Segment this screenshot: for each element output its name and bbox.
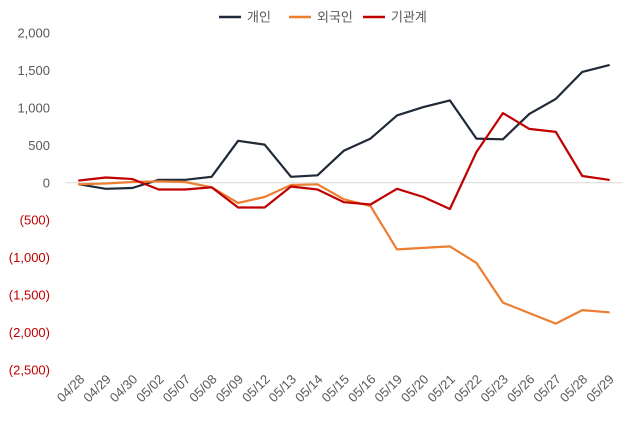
legend-label-3: 기관계 — [391, 11, 427, 26]
y-tick-label: 1,500 — [17, 63, 50, 78]
legend-label-1: 개인 — [247, 11, 271, 26]
x-tick-label: 05/21 — [424, 372, 458, 406]
x-tick-label: 05/26 — [504, 372, 538, 406]
series-line-2 — [78, 180, 610, 325]
y-tick-label: (2,500) — [9, 363, 50, 378]
y-tick-label: 0 — [43, 175, 50, 190]
y-tick-label: 1,000 — [17, 100, 50, 115]
x-tick-label: 05/13 — [266, 372, 300, 406]
legend: 개인 외국인 기관계 — [219, 11, 427, 26]
y-tick-label: (1,500) — [9, 288, 50, 303]
y-tick-label: (500) — [20, 213, 50, 228]
x-axis: 04/2804/2904/3005/0205/0705/0805/0905/12… — [54, 372, 617, 406]
x-tick-label: 04/29 — [80, 372, 114, 406]
series-group — [78, 64, 610, 325]
y-tick-label: (1,000) — [9, 250, 50, 265]
x-tick-label: 05/27 — [530, 372, 564, 406]
x-tick-label: 05/23 — [477, 372, 511, 406]
series-line-1 — [78, 64, 610, 190]
x-tick-label: 05/28 — [557, 372, 591, 406]
legend-label-2: 외국인 — [317, 11, 353, 26]
x-tick-label: 05/09 — [213, 372, 247, 406]
x-tick-label: 05/22 — [451, 372, 485, 406]
x-tick-label: 05/19 — [371, 372, 405, 406]
x-tick-label: 05/08 — [186, 372, 220, 406]
x-tick-label: 05/12 — [239, 372, 273, 406]
y-tick-label: 500 — [28, 138, 50, 153]
series-line-3 — [78, 111, 610, 211]
x-tick-label: 05/16 — [345, 372, 379, 406]
x-tick-label: 04/28 — [54, 372, 88, 406]
x-tick-label: 05/02 — [133, 372, 167, 406]
y-tick-label: 2,000 — [17, 26, 50, 41]
x-tick-label: 05/07 — [160, 372, 194, 406]
x-tick-label: 05/15 — [319, 372, 353, 406]
x-tick-label: 05/20 — [398, 372, 432, 406]
y-tick-label: (2,000) — [9, 325, 50, 340]
x-tick-label: 05/29 — [583, 372, 617, 406]
y-axis: 2,000 1,500 1,000 500 0 (500) (1,000) (1,500) (2… — [9, 26, 50, 378]
x-tick-label: 05/14 — [292, 372, 326, 406]
x-tick-label: 04/30 — [107, 372, 141, 406]
